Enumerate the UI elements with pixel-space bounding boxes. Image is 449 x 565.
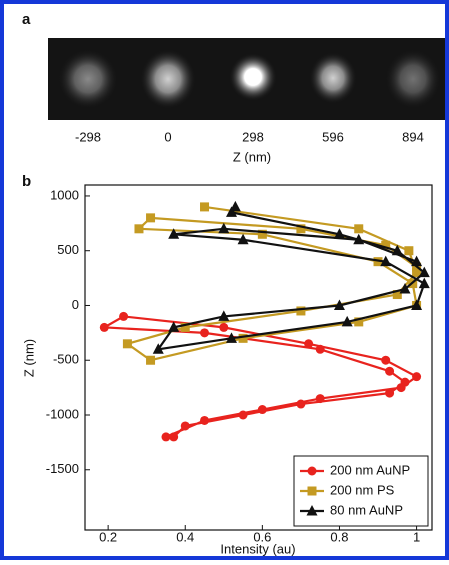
marker [200,328,210,338]
legend-label: 200 nm AuNP [330,462,410,477]
marker [200,415,210,425]
spot [385,49,441,109]
marker [353,233,365,245]
marker [412,372,422,382]
marker [304,339,314,349]
z-label: 298 [242,129,264,144]
marker [381,240,391,250]
marker [218,222,230,234]
legend-label: 80 nm AuNP [330,502,403,517]
marker [134,224,144,234]
z-label: -298 [75,129,101,144]
marker [296,306,306,316]
marker [396,383,406,393]
spot [309,52,357,104]
marker [169,432,179,442]
marker [381,355,391,365]
marker [146,355,156,365]
y-tick-label: 1000 [50,187,79,202]
marker [392,290,402,300]
series-line [100,315,419,438]
marker [226,332,238,343]
marker [306,505,318,516]
legend-label: 200 nm PS [330,482,395,497]
marker [333,299,345,310]
x-tick-label: 0.8 [330,529,348,544]
spot [140,49,196,109]
marker [373,257,383,267]
z-label: 0 [164,129,171,144]
axis-label: Z (nm) [233,149,271,164]
y-axis-label: Z (nm) [21,339,36,377]
marker [218,310,230,321]
marker [296,224,306,234]
marker [122,339,132,349]
marker [99,322,109,332]
marker [257,405,267,415]
marker [385,388,395,398]
marker [315,394,325,404]
marker [341,315,353,327]
marker [238,410,248,420]
marker [180,322,190,332]
marker [168,321,180,332]
panel-label: a [22,11,31,28]
marker [418,266,430,278]
marker [180,421,190,431]
z-label: 894 [402,129,424,144]
x-axis-label: Intensity (au) [220,541,295,556]
y-tick-label: 0 [72,297,79,312]
marker [146,213,156,223]
z-label: 596 [322,129,344,144]
marker [418,277,430,289]
marker [411,255,423,267]
marker [200,202,210,212]
marker [219,322,229,332]
marker [119,311,129,321]
x-tick-label: 1 [413,529,420,544]
y-tick-label: -500 [53,352,79,367]
marker [354,224,364,234]
marker [399,283,411,294]
x-tick-label: 0.6 [253,529,271,544]
marker [385,366,395,376]
marker [161,432,171,442]
plot-frame [84,184,433,531]
marker [404,246,414,256]
y-tick-label: -1500 [46,461,79,476]
x-tick-label: 0.4 [176,529,194,544]
marker [237,233,249,245]
y-tick-label: -1000 [46,406,79,421]
marker [257,229,267,239]
panel-label: b [22,173,31,190]
marker [296,399,306,409]
marker [307,486,317,496]
marker [391,244,403,256]
marker [168,228,180,239]
marker [238,333,248,343]
marker [411,299,423,310]
x-tick-label: 0.2 [99,529,117,544]
marker [307,466,317,476]
marker [315,344,325,354]
marker [226,206,238,217]
spot [58,49,118,109]
marker [412,268,422,278]
marker [354,317,364,327]
marker [152,343,164,354]
marker [333,228,345,239]
spot [229,53,277,101]
marker [380,255,392,267]
y-tick-label: 500 [57,242,79,257]
